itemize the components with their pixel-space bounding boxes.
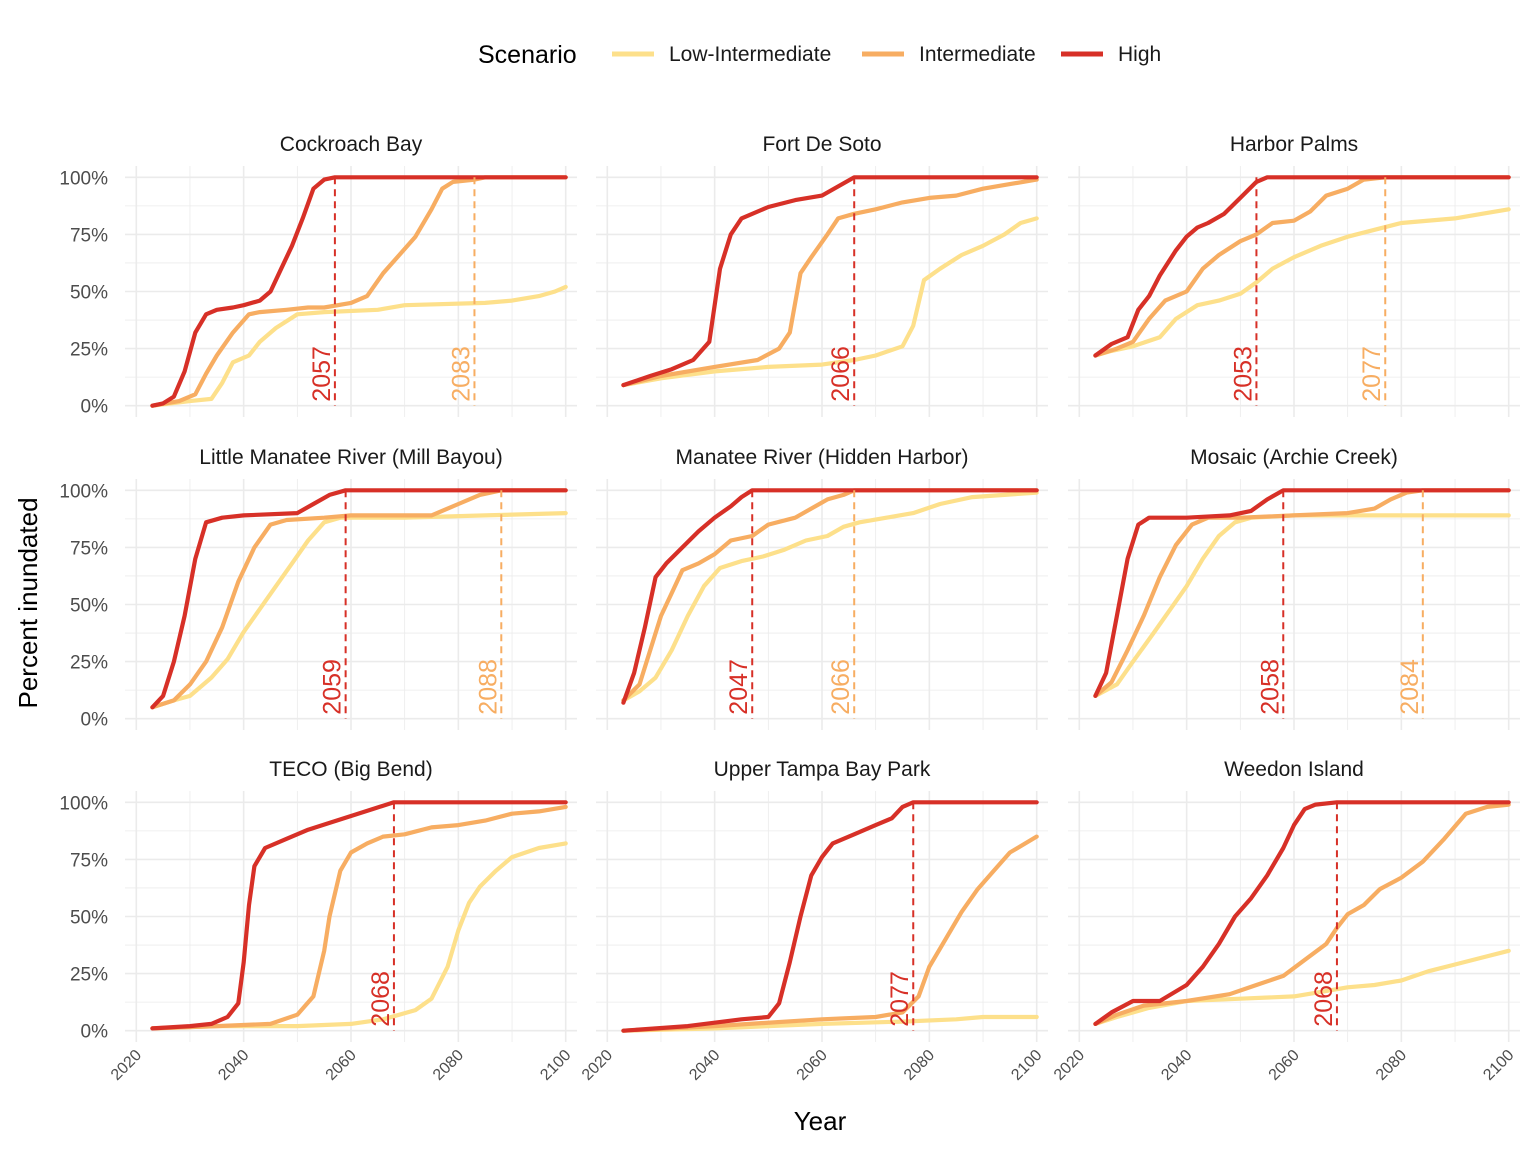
threshold-year-label: 2084 xyxy=(1396,659,1424,715)
grid xyxy=(125,791,577,1042)
series-line-low-intermediate xyxy=(150,511,568,710)
facet-cockroach-bay: Cockroach Bay 0% 25% 50% 75% 100% 2057 2083 xyxy=(59,133,577,418)
facet-title: Mosaic (Archie Creek) xyxy=(1190,446,1398,469)
series-line-low-intermediate xyxy=(621,490,1039,703)
threshold-year-label: 2068 xyxy=(367,971,395,1027)
series-line-high xyxy=(150,488,568,710)
facets: Cockroach Bay 0% 25% 50% 75% 100% 2057 2083 Fort… xyxy=(59,133,1520,1084)
series-line-high xyxy=(150,175,568,408)
legend-label-low-intermediate: Low-Intermediate xyxy=(669,43,831,66)
threshold-year-label: 2066 xyxy=(827,659,855,715)
facet-title: Little Manatee River (Mill Bayou) xyxy=(199,446,502,469)
threshold-year-label: 2066 xyxy=(827,346,855,402)
y-tick-label: 100% xyxy=(59,168,108,189)
y-tick-label: 25% xyxy=(70,340,108,361)
y-tick-label: 75% xyxy=(70,538,108,559)
grid xyxy=(596,791,1048,1042)
threshold-year-label: 2059 xyxy=(319,659,347,715)
facet-title: Cockroach Bay xyxy=(280,133,423,156)
y-tick-label: 100% xyxy=(59,793,108,814)
threshold-year-label: 2058 xyxy=(1256,659,1284,715)
series-line-intermediate xyxy=(150,804,568,1031)
series-line-high xyxy=(621,800,1039,1033)
legend-label-high: High xyxy=(1118,43,1161,66)
series-line-intermediate xyxy=(621,488,1039,703)
series-line-intermediate xyxy=(1093,175,1511,358)
y-axis-title: Percent inundated xyxy=(13,497,43,708)
y-tick-label: 50% xyxy=(70,283,108,304)
legend: Scenario Low-Intermediate Intermediate High xyxy=(478,41,1161,69)
series-line-low-intermediate xyxy=(150,841,568,1031)
series-line-high xyxy=(1093,175,1511,358)
facet-title: Harbor Palms xyxy=(1230,133,1358,156)
y-tick-label: 50% xyxy=(70,596,108,617)
series-line-high xyxy=(621,488,1039,705)
series-line-low-intermediate xyxy=(621,216,1039,388)
threshold-year-label: 2053 xyxy=(1229,346,1257,402)
threshold-year-label: 2083 xyxy=(447,346,475,402)
grid xyxy=(596,479,1048,730)
y-tick-label: 100% xyxy=(59,481,108,502)
facet-little-manatee-river-mill-bayou: Little Manatee River (Mill Bayou) 0% 25% 50… xyxy=(59,446,577,731)
series-line-intermediate xyxy=(150,488,568,710)
facet-title: Fort De Soto xyxy=(762,133,881,156)
series-line-intermediate xyxy=(621,177,1039,388)
threshold-year-label: 2077 xyxy=(1358,346,1386,402)
series-line-low-intermediate xyxy=(150,284,568,408)
facet-fort-de-soto: Fort De Soto 2066 xyxy=(596,133,1048,417)
facet-title: Upper Tampa Bay Park xyxy=(714,758,931,781)
facet-mosaic-archie-creek: Mosaic (Archie Creek) 2058 2084 xyxy=(1068,446,1520,730)
legend-label-intermediate: Intermediate xyxy=(919,43,1036,66)
series-line-low-intermediate xyxy=(621,1014,1039,1033)
threshold-year-label: 2047 xyxy=(725,659,753,715)
legend-title: Scenario xyxy=(478,41,577,69)
series-line-high xyxy=(621,175,1039,388)
threshold-year-label: 2057 xyxy=(308,346,336,402)
threshold-year-label: 2088 xyxy=(474,659,502,715)
y-tick-label: 0% xyxy=(81,397,109,418)
facet-title: Manatee River (Hidden Harbor) xyxy=(676,446,969,469)
series-line-high xyxy=(1093,488,1511,698)
series-line-low-intermediate xyxy=(1093,948,1511,1026)
y-tick-label: 0% xyxy=(81,710,109,731)
series-line-intermediate xyxy=(621,834,1039,1033)
series-line-low-intermediate xyxy=(1093,207,1511,358)
y-tick-label: 75% xyxy=(70,225,108,246)
y-tick-label: 25% xyxy=(70,965,108,986)
y-tick-label: 50% xyxy=(70,908,108,929)
x-axis-title: Year xyxy=(794,1106,847,1136)
y-tick-label: 0% xyxy=(81,1022,109,1043)
y-tick-label: 75% xyxy=(70,850,108,871)
y-tick-label: 25% xyxy=(70,653,108,674)
series-line-high xyxy=(150,800,568,1031)
facet-harbor-palms: Harbor Palms 2053 2077 xyxy=(1068,133,1520,417)
threshold-year-label: 2077 xyxy=(886,971,914,1027)
series-line-intermediate xyxy=(150,175,568,408)
facet-title: Weedon Island xyxy=(1224,758,1364,781)
series-line-high xyxy=(1093,800,1511,1026)
facet-manatee-river-hidden-harbor: Manatee River (Hidden Harbor) 2047 2066 xyxy=(596,446,1048,730)
facet-title: TECO (Big Bend) xyxy=(269,758,432,781)
threshold-year-label: 2068 xyxy=(1310,971,1338,1027)
